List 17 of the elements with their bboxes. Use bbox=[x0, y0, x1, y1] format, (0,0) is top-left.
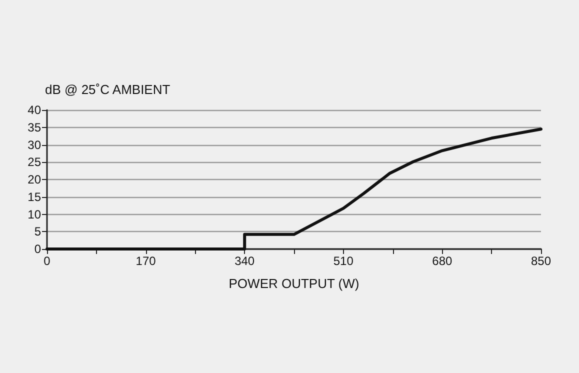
y-tick-label: 30 bbox=[28, 138, 42, 152]
x-tick-label: 340 bbox=[234, 254, 255, 268]
chart-title: dB @ 25˚C AMBIENT bbox=[45, 82, 170, 97]
y-tick-label: 10 bbox=[28, 207, 42, 222]
x-tick-label: 680 bbox=[432, 254, 453, 268]
y-tick-label: 15 bbox=[28, 190, 42, 204]
x-tick-label: 0 bbox=[44, 254, 51, 268]
x-axis-title: POWER OUTPUT (W) bbox=[228, 276, 360, 291]
y-tick-label: 20 bbox=[28, 172, 42, 186]
y-tick-label: 35 bbox=[28, 120, 42, 134]
y-tick-label: 0 bbox=[34, 242, 42, 256]
y-tick-label: 40 bbox=[28, 103, 42, 117]
y-tick-label: 25 bbox=[28, 155, 42, 170]
y-tick-label: 5 bbox=[34, 224, 42, 239]
x-tick-label: 850 bbox=[530, 254, 552, 268]
x-tick-label: 510 bbox=[333, 254, 354, 268]
x-tick-label: 170 bbox=[136, 254, 156, 268]
